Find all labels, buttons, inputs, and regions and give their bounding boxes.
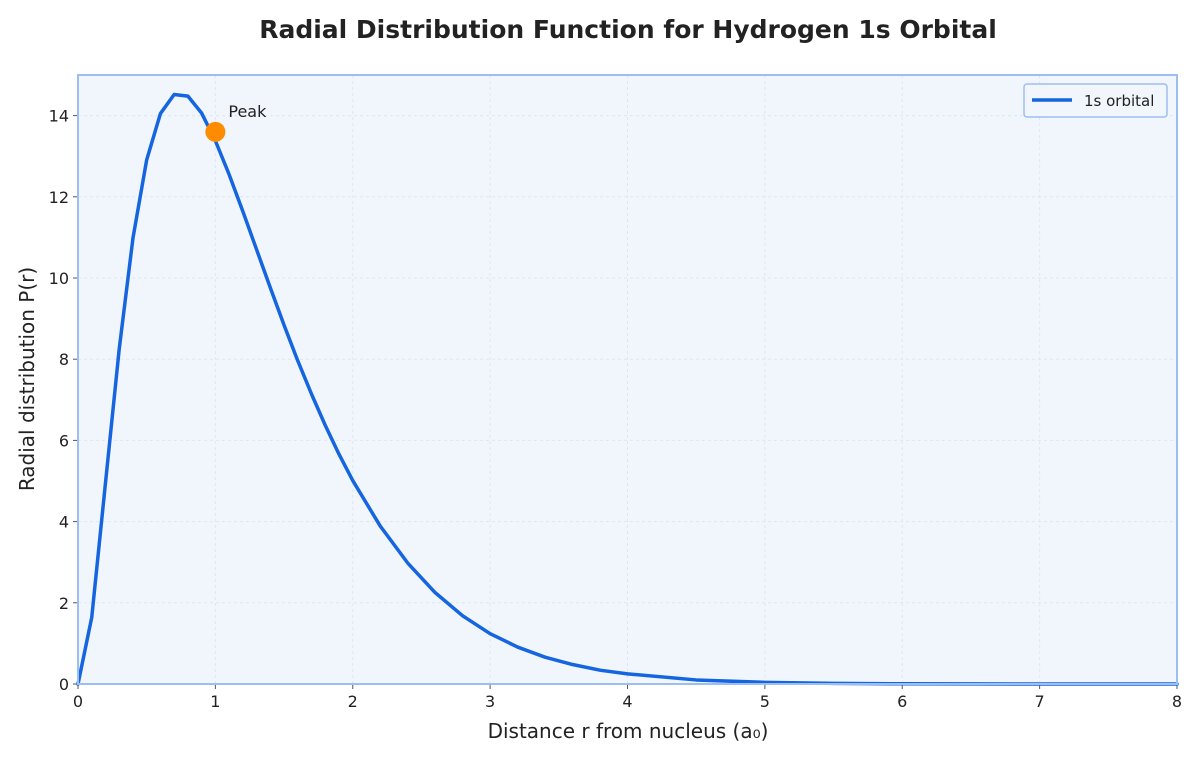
peak-annotation-label: Peak bbox=[228, 102, 267, 121]
x-axis-label: Distance r from nucleus (a₀) bbox=[488, 719, 769, 743]
plot-area bbox=[78, 75, 1177, 684]
legend-box bbox=[1023, 83, 1168, 118]
x-tick-label: 1 bbox=[210, 692, 220, 711]
y-tick-label: 2 bbox=[59, 594, 69, 613]
plot-frame bbox=[77, 74, 1178, 685]
y-axis-ticks: 0 2 4 6 8 10 12 14 bbox=[49, 107, 78, 694]
annotations-layer: Peak bbox=[205, 102, 267, 142]
legend: 1s orbital bbox=[1023, 83, 1168, 118]
chart-title: Radial Distribution Function for Hydroge… bbox=[259, 15, 997, 44]
x-tick-label: 7 bbox=[1035, 692, 1045, 711]
series-line bbox=[76, 92, 1179, 686]
y-tick-label: 10 bbox=[49, 269, 69, 288]
x-tick-label: 2 bbox=[348, 692, 358, 711]
x-tick-label: 5 bbox=[760, 692, 770, 711]
x-tick-label: 8 bbox=[1172, 692, 1182, 711]
x-tick-label: 4 bbox=[622, 692, 632, 711]
y-tick-label: 12 bbox=[49, 188, 69, 207]
x-tick-label: 6 bbox=[897, 692, 907, 711]
x-tick-label: 0 bbox=[73, 692, 83, 711]
peak-marker bbox=[205, 121, 226, 142]
series-layer bbox=[76, 92, 1179, 686]
y-tick-label: 0 bbox=[59, 675, 69, 694]
x-tick-label: 3 bbox=[485, 692, 495, 711]
x-axis-ticks: 0 1 2 3 4 5 6 7 8 bbox=[73, 684, 1182, 711]
legend-label: 1s orbital bbox=[1084, 92, 1154, 110]
y-tick-label: 6 bbox=[59, 431, 69, 450]
y-axis-label: Radial distribution P(r) bbox=[15, 267, 39, 491]
y-tick-label: 14 bbox=[49, 107, 69, 126]
y-tick-label: 8 bbox=[59, 350, 69, 369]
y-tick-label: 4 bbox=[59, 513, 69, 532]
